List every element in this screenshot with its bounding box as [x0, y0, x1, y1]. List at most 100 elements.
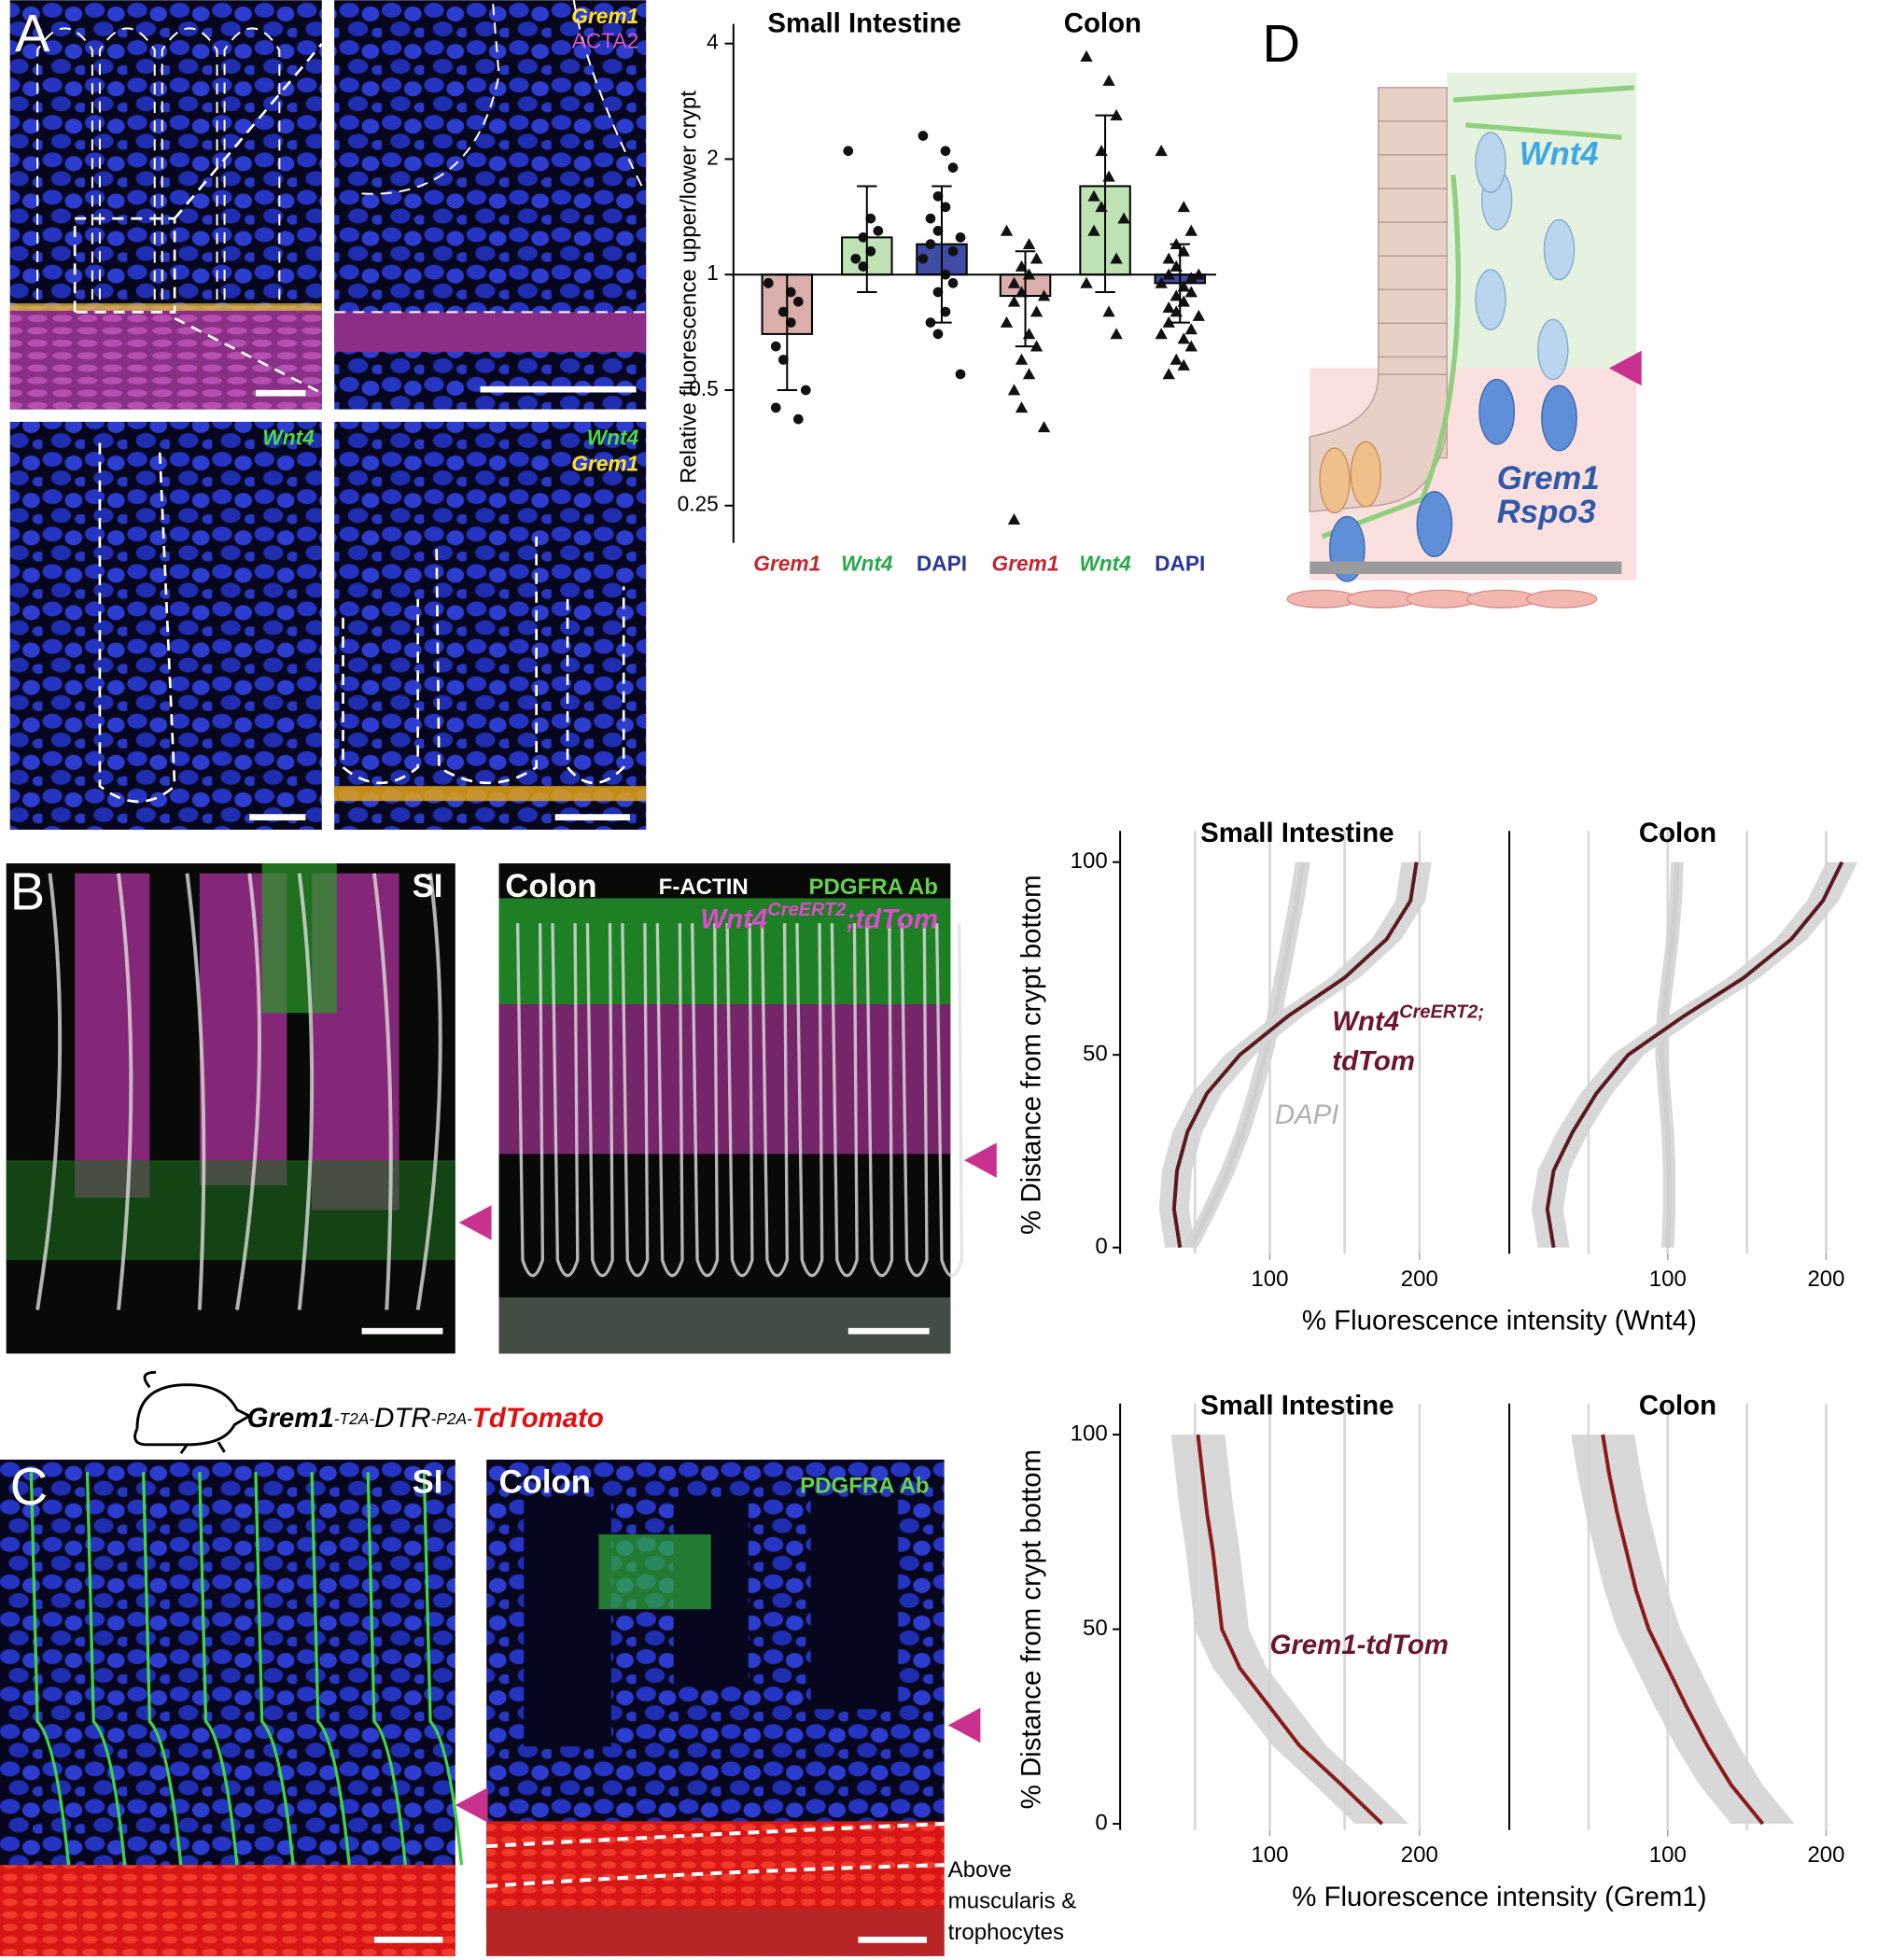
diagram-label: Rspo3: [1497, 495, 1596, 530]
data-point: [955, 232, 966, 243]
data-point: [1184, 272, 1198, 284]
error-bar: [1095, 114, 1115, 294]
fiber: [760, 923, 789, 1278]
fiber: [234, 873, 261, 1310]
note: Above: [948, 1857, 1012, 1883]
chart-title: Colon: [1639, 1390, 1716, 1421]
fibroblast: [1321, 85, 1634, 539]
crypt-outline: [174, 316, 323, 395]
y-axis-label: Relative fluorescence upper/lower crypt: [676, 91, 701, 483]
data-point: [1192, 309, 1205, 321]
group-label: Colon: [1064, 8, 1142, 39]
confidence-band: [1531, 861, 1858, 1248]
data-point: [925, 239, 936, 249]
fiber: [865, 923, 894, 1278]
fiber: [900, 923, 929, 1278]
stain-label: PDGFRA Ab: [808, 875, 937, 900]
data-point: [785, 317, 796, 328]
cell-upper: [1543, 218, 1576, 281]
basement: [1310, 561, 1622, 574]
y-tick-label: 2: [707, 145, 719, 169]
chart-title: Small Intestine: [1200, 1390, 1394, 1421]
crypt-outline: [566, 586, 625, 784]
cell-upper: [1537, 318, 1569, 381]
fiber: [142, 1472, 183, 1866]
stem-cell: [1319, 447, 1351, 514]
signal: [9, 302, 322, 312]
crypt-outline: [486, 1863, 945, 1888]
data-point: [1162, 301, 1175, 313]
annotation: tdTom: [1332, 1046, 1415, 1077]
genotype-sup: CreERT2: [767, 900, 846, 920]
data-point: [858, 232, 869, 243]
y-axis-label: % Distance from crypt bottom: [1016, 875, 1046, 1234]
data-point: [1030, 340, 1044, 352]
data-point: [1007, 295, 1021, 307]
crypt-outline: [98, 27, 156, 300]
x-tick-label: 200: [1401, 1267, 1438, 1292]
fiber: [725, 923, 754, 1278]
mouse-line-part: -T2A-: [334, 1409, 375, 1428]
arrowhead: [947, 1707, 981, 1743]
y-tick-label: 0.5: [689, 376, 719, 400]
data-point: [1037, 421, 1051, 433]
y-tick-label: 0: [1095, 1810, 1107, 1835]
panel-label: A: [15, 4, 50, 63]
annotation: Wnt4CreERT2;: [1332, 1002, 1484, 1037]
group-label: Small Intestine: [767, 8, 960, 39]
fiber: [185, 873, 206, 1310]
fiber: [254, 1472, 295, 1866]
data-point: [1022, 237, 1036, 249]
data-point: [1102, 74, 1115, 86]
lumen: [810, 1496, 899, 1710]
fiber: [830, 923, 859, 1278]
data-point: [1007, 512, 1021, 525]
data-point: [917, 131, 929, 141]
epithelial-cell: [1378, 322, 1448, 358]
annotation-sup: CreERT2;: [1399, 1002, 1484, 1023]
data-point: [1170, 353, 1183, 365]
epithelial-cell: [1378, 120, 1448, 156]
fiber: [551, 923, 580, 1278]
genotype-label: Wnt4CreERT2;tdTom: [700, 900, 938, 934]
data-point: [1080, 49, 1093, 62]
series-label: DAPI: [1275, 1099, 1339, 1130]
data-point: [1030, 252, 1044, 264]
y-tick-label: 100: [1071, 848, 1108, 874]
tissue-band: [486, 1908, 945, 1956]
cell-upper: [1475, 132, 1506, 193]
fiber: [621, 923, 650, 1278]
data-point: [792, 413, 804, 425]
chart-title: Colon: [1639, 818, 1716, 848]
cell-lower: [1541, 385, 1577, 452]
stain: [498, 1004, 951, 1155]
y-tick-label: 100: [1071, 1421, 1108, 1446]
arrowhead: [455, 1787, 488, 1823]
cell-upper: [1475, 269, 1506, 330]
cell-lower: [1478, 378, 1516, 445]
data-point: [1110, 108, 1123, 120]
data-point: [1022, 368, 1036, 380]
crypt-outline: [36, 27, 93, 300]
data-point: [1155, 328, 1168, 340]
stain-label: Colon: [499, 1465, 591, 1501]
fiber: [371, 873, 393, 1310]
crypt-outline: [98, 442, 176, 804]
stain: [498, 1297, 951, 1354]
y-axis-label: % Distance from crypt bottom: [1016, 1449, 1046, 1809]
data-point: [940, 306, 951, 317]
data-point: [770, 402, 781, 413]
panel-label: B: [10, 862, 45, 921]
data-point: [1007, 384, 1021, 396]
data-point: [1155, 276, 1168, 288]
stain-label: F-ACTIN: [659, 875, 749, 900]
epithelial-cell: [1378, 255, 1448, 290]
x-axis-label: % Fluorescence intensity (Grem1): [1292, 1882, 1706, 1912]
data-point: [850, 253, 861, 264]
data-point: [1117, 212, 1130, 224]
data-point: [1007, 276, 1021, 288]
mouse-line-part: Grem1: [247, 1403, 334, 1434]
diagram-label: Wnt4: [1520, 136, 1599, 172]
